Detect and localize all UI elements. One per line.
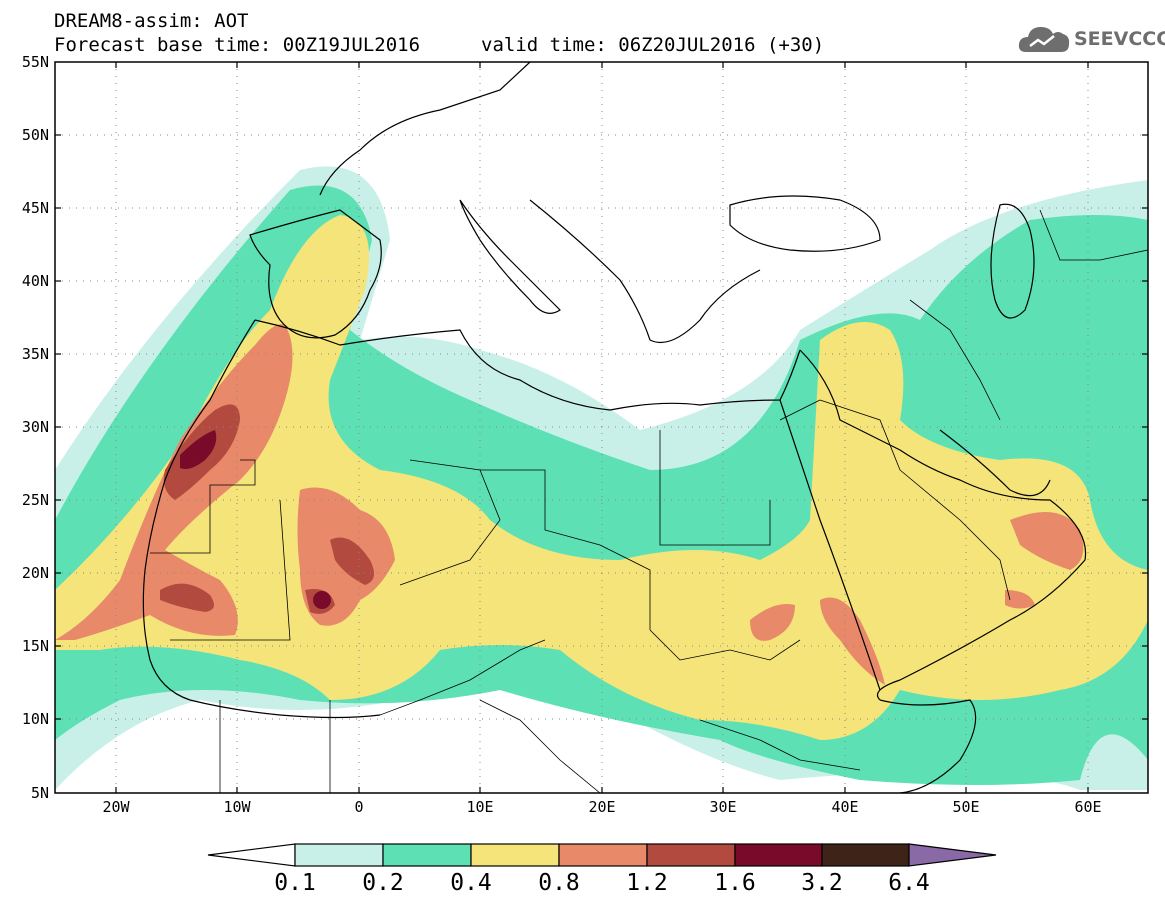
colorbar-swatch — [382, 843, 472, 867]
coastlines — [142, 62, 1087, 793]
logo-text: SEEVCCC — [1074, 28, 1165, 50]
valid-time: valid time: 06Z20JUL2016 (+30) — [481, 34, 825, 56]
colorbar — [207, 843, 997, 867]
colorbar-swatch — [558, 843, 648, 867]
lon-tick: 10E — [466, 798, 493, 816]
lat-tick: 30N — [22, 418, 49, 436]
aot-field-1.6 — [180, 430, 331, 609]
colorbar-arrow-right — [908, 843, 997, 867]
colorbar-label: 0.8 — [538, 870, 580, 896]
lon-labels: 20W 10W 0 10E 20E 30E 40E 50E 60E — [102, 798, 1101, 816]
lat-tick: 55N — [22, 53, 49, 71]
axis-ticks — [55, 62, 1148, 793]
cloud-icon — [1018, 27, 1070, 52]
colorbar-label: 0.2 — [362, 870, 404, 896]
colorbar-arrow-left — [207, 843, 296, 867]
colorbar-swatch — [821, 843, 910, 867]
lat-tick: 10N — [22, 710, 49, 728]
chart-title: DREAM8-assim: AOT — [54, 10, 249, 32]
lat-tick: 50N — [22, 126, 49, 144]
lat-labels: 55N 50N 45N 40N 35N 30N 25N 20N 15N 10N … — [22, 53, 49, 802]
colorbar-label: 0.1 — [274, 870, 316, 896]
colorbar-label: 3.2 — [801, 870, 843, 896]
lon-tick: 20E — [588, 798, 615, 816]
lon-tick: 10W — [223, 798, 251, 816]
lat-tick: 5N — [31, 784, 49, 802]
lon-tick: 50E — [952, 798, 979, 816]
lat-tick: 35N — [22, 345, 49, 363]
lon-tick: 60E — [1074, 798, 1101, 816]
graticule — [55, 62, 1148, 793]
lat-tick: 40N — [22, 272, 49, 290]
colorbar-swatch — [470, 843, 560, 867]
lat-tick: 15N — [22, 637, 49, 655]
lon-tick: 30E — [709, 798, 736, 816]
seevccc-logo: SEEVCCC — [1016, 22, 1165, 56]
lon-tick: 40E — [831, 798, 858, 816]
lat-tick: 20N — [22, 564, 49, 582]
colorbar-label: 6.4 — [888, 870, 930, 896]
base-time: Forecast base time: 00Z19JUL2016 — [54, 34, 421, 56]
lat-tick: 25N — [22, 491, 49, 509]
colorbar-swatch — [734, 843, 823, 867]
lat-tick: 45N — [22, 199, 49, 217]
lon-tick: 20W — [102, 798, 130, 816]
colorbar-label: 0.4 — [450, 870, 492, 896]
colorbar-swatch — [294, 843, 384, 867]
lon-tick: 0 — [354, 798, 363, 816]
colorbar-swatch — [646, 843, 736, 867]
borders — [150, 209, 1148, 793]
colorbar-label: 1.2 — [626, 870, 668, 896]
colorbar-label: 1.6 — [714, 870, 756, 896]
